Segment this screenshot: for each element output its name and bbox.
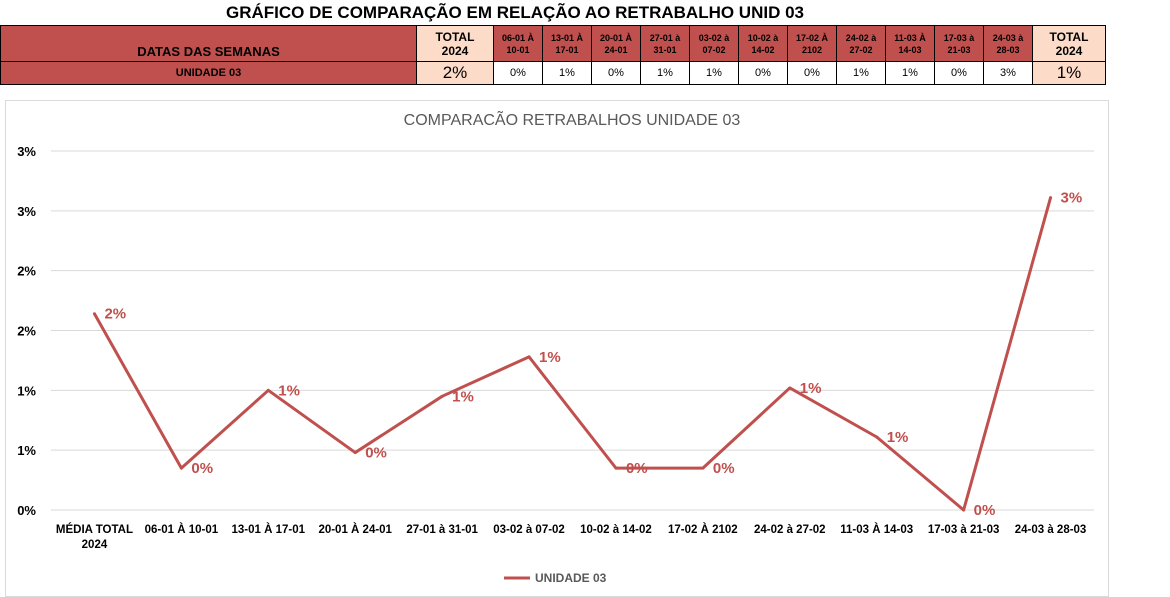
data-point (266, 388, 270, 392)
chart-area: COMPARACÃO RETRABALHOS UNIDADE 03 0% 1% 1% 2… (5, 100, 1109, 597)
x-tick-label: 06-01 À 10-01 (145, 523, 219, 536)
data-point (875, 435, 879, 439)
data-label: 1% (887, 429, 909, 446)
total-right-header-text: TOTAL 2024 (1049, 29, 1089, 58)
total-left-header: TOTAL 2024 (416, 25, 494, 62)
y-tick-label: 2% (17, 264, 36, 279)
week-value-cell: 1% (689, 61, 739, 85)
data-label: 0% (626, 460, 648, 477)
week-header-cell: 13-01 À 17-01 (542, 25, 592, 62)
dates-header-cell: DATAS DAS SEMANAS (0, 25, 417, 62)
week-header-text: 24-03 à 28-03 (992, 32, 1024, 55)
data-label: 1% (539, 349, 561, 366)
data-point (353, 451, 357, 455)
week-header-cell: 24-02 à 27-02 (836, 25, 886, 62)
x-tick-label: 17-03 à 21-03 (928, 524, 1000, 536)
week-header-cell: 17-02 À 2102 (787, 25, 837, 62)
week-header-text: 24-02 à 27-02 (845, 32, 877, 55)
y-tick-label: 2% (17, 324, 36, 339)
data-label: 0% (713, 460, 735, 477)
week-header-cell: 20-01 À 24-01 (591, 25, 641, 62)
data-label: 0% (191, 460, 213, 477)
data-label: 0% (974, 502, 996, 519)
x-tick-label: 17-02 À 2102 (668, 523, 738, 536)
data-point (962, 508, 966, 512)
week-value-cell: 1% (885, 61, 935, 85)
week-header-cell: 06-01 À 10-01 (493, 25, 543, 62)
y-tick-label: 1% (17, 443, 36, 458)
week-header-cell: 24-03 à 28-03 (983, 25, 1033, 62)
week-header-cell: 03-02 à 07-02 (689, 25, 739, 62)
table-header-row: DATAS DAS SEMANAS TOTAL 2024 06-01 À 10-… (0, 25, 1106, 62)
data-label: 1% (278, 382, 300, 399)
week-header-cell: 11-03 À 14-03 (885, 25, 935, 62)
series-line (93, 197, 1052, 512)
week-value-cell: 0% (591, 61, 641, 85)
data-point (788, 386, 792, 390)
week-value-cell: 0% (934, 61, 984, 85)
y-tick-label: 3% (17, 204, 36, 219)
total-left-value: 2% (416, 61, 494, 85)
x-tick-label: 03-02 à 07-02 (493, 524, 565, 536)
x-tick-label: 24-03 à 28-03 (1015, 524, 1087, 536)
page-title: GRÁFICO DE COMPARAÇÃO EM RELAÇÃO AO RETR… (225, 3, 804, 22)
week-value-cell: 1% (836, 61, 886, 85)
week-header-text: 17-02 À 2102 (795, 32, 829, 55)
week-header-text: 27-01 à 31-01 (649, 32, 681, 55)
total-right-header: TOTAL 2024 (1032, 25, 1106, 62)
x-tick-label: 20-01 À 24-01 (318, 523, 392, 536)
data-point (614, 466, 618, 470)
data-point (440, 394, 444, 398)
week-value-cell: 0% (787, 61, 837, 85)
data-point (1049, 196, 1053, 200)
y-tick-label: 0% (17, 503, 36, 518)
week-header-cell: 17-03 à 21-03 (934, 25, 984, 62)
week-header-text: 20-01 À 24-01 (599, 32, 633, 55)
table-value-row: UNIDADE 03 2% 0% 1% 0% 1% 1% 0% 0% 1% 1%… (0, 61, 1106, 85)
week-header-text: 17-03 à 21-03 (943, 32, 975, 55)
week-value-cell: 1% (640, 61, 690, 85)
week-header-text: 06-01 À 10-01 (501, 32, 535, 55)
x-tick-label: MÉDIA TOTAL 2024 (56, 523, 133, 551)
data-point (92, 312, 96, 316)
week-value-cell: 0% (738, 61, 788, 85)
week-header-text: 13-01 À 17-01 (550, 32, 584, 55)
summary-table: DATAS DAS SEMANAS TOTAL 2024 06-01 À 10-… (0, 25, 1106, 85)
week-value-cell: 3% (983, 61, 1033, 85)
week-header-text: 03-02 à 07-02 (698, 32, 730, 55)
week-header-cell: 10-02 à 14-02 (738, 25, 788, 62)
week-value-cell: 0% (493, 61, 543, 85)
total-left-header-text: TOTAL 2024 (435, 29, 475, 58)
x-tick-label: 11-03 À 14-03 (840, 523, 913, 536)
y-tick-label: 3% (17, 144, 36, 159)
x-tick-label: 27-01 à 31-01 (406, 524, 478, 536)
week-header-text: 10-02 à 14-02 (747, 32, 779, 55)
dates-header-label: DATAS DAS SEMANAS (137, 44, 280, 59)
data-label: 1% (452, 388, 474, 405)
x-tick-label: 24-02 à 27-02 (754, 524, 826, 536)
week-value-cell: 1% (542, 61, 592, 85)
data-label: 3% (1061, 190, 1083, 207)
week-header-text: 11-03 À 14-03 (894, 32, 926, 55)
total-right-value: 1% (1032, 61, 1106, 85)
x-tick-label: 10-02 à 14-02 (580, 524, 652, 536)
legend-label: UNIDADE 03 (535, 571, 607, 585)
y-tick-label: 1% (17, 383, 36, 398)
data-point (179, 466, 183, 470)
chart-title: COMPARACÃO RETRABALHOS UNIDADE 03 (404, 109, 741, 129)
unit-row-label: UNIDADE 03 (0, 61, 417, 85)
data-point (527, 355, 531, 359)
data-label: 1% (800, 380, 822, 397)
line-chart: COMPARACÃO RETRABALHOS UNIDADE 03 0% 1% 1% 2… (17, 109, 1094, 585)
data-label: 2% (104, 306, 126, 323)
week-header-cell: 27-01 à 31-01 (640, 25, 690, 62)
data-label: 0% (365, 445, 387, 462)
data-point (701, 466, 705, 470)
x-tick-label: 13-01 À 17-01 (232, 523, 306, 536)
